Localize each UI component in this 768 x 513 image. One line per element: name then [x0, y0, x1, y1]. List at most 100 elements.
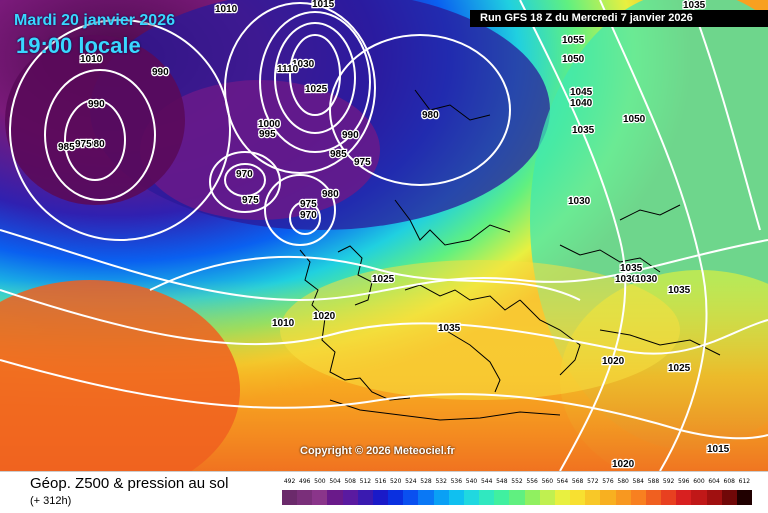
legend-swatch	[615, 490, 632, 505]
pressure-label: 995	[259, 129, 276, 140]
forecast-time: 19:00 locale	[16, 33, 141, 58]
pressure-label: 1110	[277, 64, 299, 75]
legend-swatch	[676, 490, 692, 505]
copyright-text: Copyright © 2026 Meteociel.fr	[300, 445, 455, 457]
pressure-label: 1020	[602, 356, 625, 367]
legend-label: 600	[693, 478, 705, 485]
pressure-label: 1040	[570, 98, 593, 109]
legend-label: 548	[496, 478, 508, 485]
legend-label: 560	[541, 478, 554, 485]
pressure-label: 990	[152, 67, 169, 78]
legend-label: 576	[602, 478, 614, 485]
legend-label: 604	[708, 478, 720, 485]
legend-label: 556	[526, 478, 538, 485]
legend-swatch	[448, 490, 465, 505]
legend-swatch	[327, 490, 344, 505]
coastlines	[299, 89, 721, 421]
pressure-label: 1025	[668, 363, 691, 374]
pressure-label: 1030	[568, 196, 591, 207]
pressure-label: 990	[342, 130, 359, 141]
sw-warm-area	[0, 280, 240, 471]
legend-swatch	[357, 490, 374, 505]
legend-label: 536	[450, 478, 463, 485]
legend-bar: Géop. Z500 & pression au sol (+ 312h) 49…	[0, 471, 768, 513]
pressure-label: 985	[58, 142, 75, 153]
pressure-label: 975	[300, 199, 317, 210]
legend-label: 540	[465, 478, 478, 485]
legend-swatch	[494, 490, 510, 505]
pressure-label: 1020	[313, 311, 336, 322]
legend-label: 500	[314, 478, 326, 485]
forecast-date: Mardi 20 janvier 2026	[14, 12, 175, 29]
pressure-label: 975	[242, 195, 259, 206]
legend-swatch	[630, 490, 647, 505]
legend-swatch	[388, 490, 404, 505]
pressure-label: 1035	[668, 285, 691, 296]
pressure-label: 1045	[570, 87, 593, 98]
legend-swatch	[570, 490, 586, 505]
legend-swatch	[463, 490, 480, 505]
legend-label: 520	[389, 478, 402, 485]
legend-swatch	[418, 490, 435, 505]
europe-yellow-area	[280, 260, 680, 400]
pressure-label: 1055	[562, 35, 585, 46]
pressure-label: 1030	[635, 274, 658, 285]
legend-swatch	[706, 490, 723, 505]
legend-label: 512	[359, 478, 372, 485]
pressure-label: 1035	[620, 263, 643, 274]
legend-swatch	[645, 490, 662, 505]
legend-swatch	[479, 490, 495, 505]
legend-swatch	[736, 490, 753, 505]
legend-swatch	[721, 490, 738, 505]
legend-swatch	[433, 490, 450, 505]
legend-swatch	[691, 490, 707, 505]
pressure-label: 970	[236, 169, 253, 180]
legend-swatch	[539, 490, 556, 505]
pressure-label: 980	[422, 110, 439, 121]
legend-label: 568	[571, 478, 584, 485]
pressure-label: 1015	[312, 0, 335, 10]
legend-label: 596	[678, 478, 690, 485]
map-title: Géop. Z500 & pression au sol	[30, 475, 229, 492]
legend-swatch	[342, 490, 359, 505]
pressure-label: 1010	[80, 54, 103, 65]
pressure-label: 975	[354, 157, 371, 168]
pressure-label: 1000	[258, 119, 281, 130]
pressure-label: 1035	[683, 0, 706, 11]
pressure-label: 970	[300, 210, 317, 221]
legend-label: 564	[556, 478, 569, 485]
legend-label: 524	[405, 478, 417, 485]
legend-swatch	[312, 490, 328, 505]
legend-label: 580	[617, 478, 629, 485]
color-scale: 492 496 500 504 508 512 516 520 524 528 532 536 540 5…	[282, 478, 753, 508]
legend-swatch	[509, 490, 526, 505]
legend-label: 588	[647, 478, 660, 485]
legend-swatch	[297, 490, 313, 505]
isobars	[0, 0, 768, 471]
legend-label: 572	[587, 478, 599, 485]
pressure-label: 1015	[707, 444, 730, 455]
pressure-label: 1020	[612, 459, 635, 470]
legend-swatch	[600, 490, 617, 505]
legend-label: 492	[283, 478, 296, 485]
legend-label: 584	[632, 478, 644, 485]
legend-label: 516	[374, 478, 387, 485]
pressure-label: 1010	[215, 4, 238, 15]
legend-swatch	[372, 490, 389, 505]
pressure-label: 1035	[438, 323, 461, 334]
pressure-label: 1035	[572, 125, 595, 136]
pressure-label: 1025	[372, 274, 395, 285]
pressure-label: 980	[88, 139, 105, 150]
legend-label: 504	[329, 478, 341, 485]
legend-label: 612	[738, 478, 751, 485]
legend-label: 532	[435, 478, 447, 485]
pressure-label: 1050	[562, 54, 585, 65]
legend-swatch	[524, 490, 541, 505]
legend-label: 544	[480, 478, 493, 485]
pressure-label: 1030	[292, 59, 315, 70]
legend-label: 496	[299, 478, 311, 485]
pressure-label: 1030	[615, 274, 638, 285]
legend-label: 592	[662, 478, 675, 485]
